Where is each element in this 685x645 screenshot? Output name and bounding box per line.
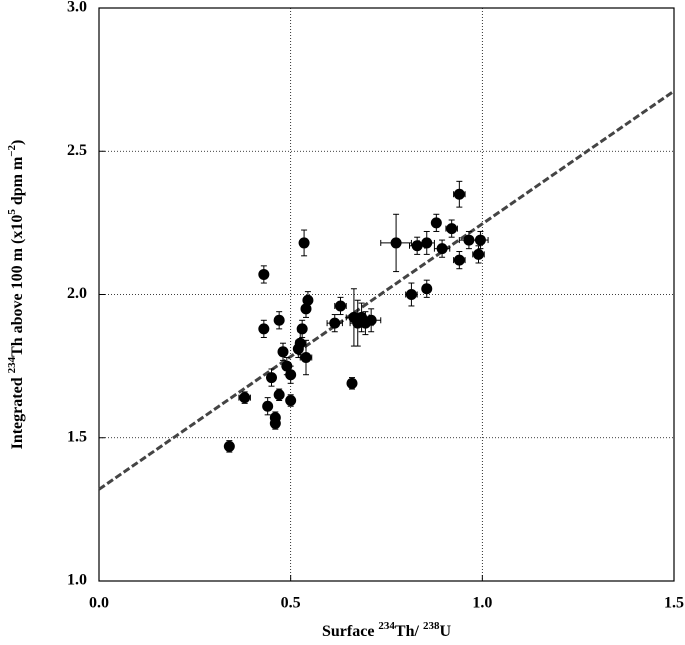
data-point (453, 188, 465, 200)
data-point (346, 377, 358, 389)
data-point (285, 369, 297, 381)
data-point (269, 412, 281, 424)
data-point (405, 289, 417, 300)
data-point (335, 300, 346, 312)
data-point (329, 317, 341, 329)
data-point (277, 346, 289, 358)
superscript: −2 (6, 144, 18, 156)
x-tick-label: 1.5 (664, 595, 684, 612)
label-text: Th above 100 m (x10 (9, 215, 26, 357)
superscript: 5 (6, 209, 18, 215)
superscript: 234 (6, 356, 18, 373)
data-point (421, 237, 433, 249)
label-text: U (439, 623, 451, 640)
data-point (281, 360, 293, 372)
x-tick-label: 0.5 (281, 595, 301, 612)
superscript: 238 (423, 620, 440, 632)
data-point (446, 223, 458, 235)
x-tick-label: 1.0 (472, 595, 492, 612)
fit-line (98, 89, 675, 491)
label-text: Surface (322, 623, 378, 640)
data-point (296, 323, 308, 335)
data-point (300, 352, 312, 364)
superscript: 234 (378, 620, 395, 632)
data-point (262, 400, 274, 412)
y-tick-label: 2.5 (67, 142, 87, 159)
data-point (266, 372, 277, 384)
data-point (258, 268, 270, 280)
data-point (285, 395, 297, 407)
data-point (474, 234, 486, 246)
data-point (365, 314, 377, 326)
x-axis-label: Surface 234Th/ 238U (322, 620, 451, 640)
data-point (294, 337, 306, 349)
data-point (473, 248, 484, 260)
data-point (273, 389, 285, 401)
y-tick-label: 2.0 (67, 285, 87, 302)
label-text: Th/ (395, 623, 423, 640)
data-point (302, 294, 314, 306)
data-point (298, 237, 310, 249)
label-text: Integrated (9, 373, 26, 449)
y-axis-label: Integrated 234Th above 100 m (x105 dpm m… (6, 140, 26, 450)
x-tick-label: 0.0 (89, 595, 109, 612)
data-point (258, 323, 270, 335)
data-point (411, 240, 423, 252)
y-tick-label: 3.0 (67, 0, 87, 16)
plot-frame (98, 7, 675, 582)
data-point (390, 237, 402, 249)
label-text: dpm m (9, 156, 26, 209)
data-point (430, 217, 442, 229)
data-point (421, 283, 433, 295)
data-point (239, 392, 251, 404)
y-tick-label: 1.5 (67, 428, 87, 445)
data-point (223, 440, 235, 452)
label-text: ) (9, 140, 26, 145)
data-point (273, 314, 285, 326)
data-point (463, 234, 475, 246)
y-tick-label: 1.0 (67, 572, 87, 589)
data-point (453, 254, 465, 266)
data-point (436, 243, 448, 255)
